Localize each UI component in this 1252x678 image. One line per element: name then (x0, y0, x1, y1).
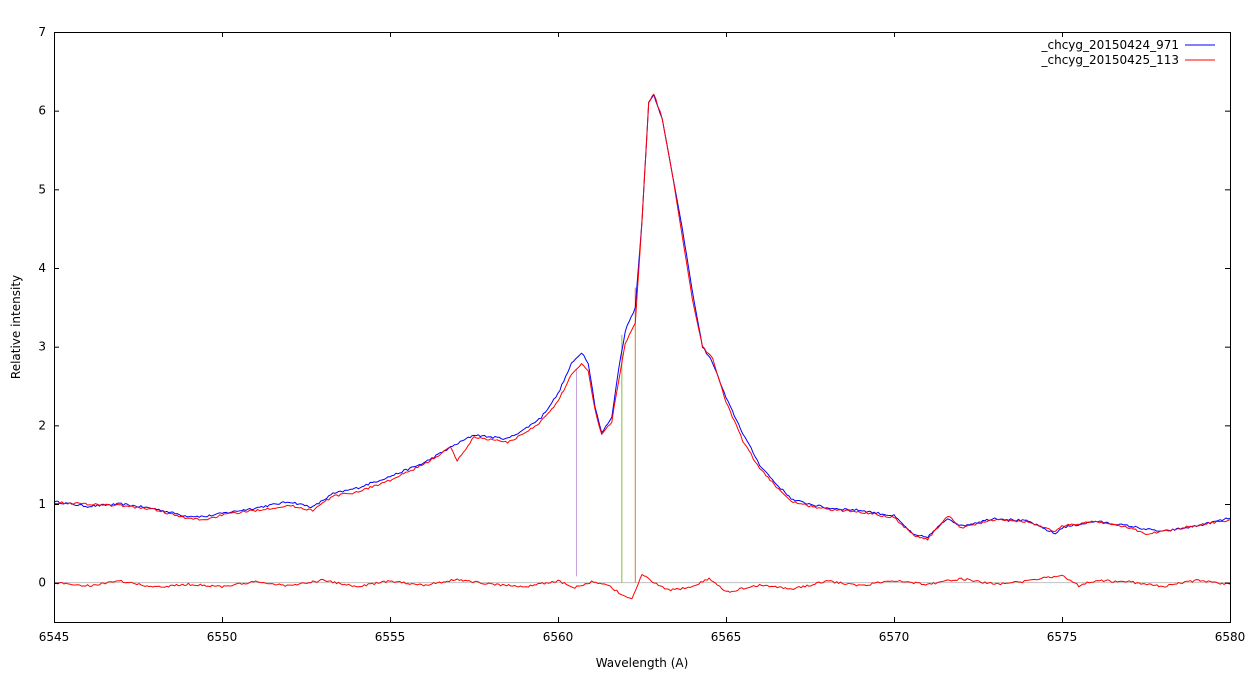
x-axis-label: Wavelength (A) (596, 656, 689, 670)
series-line (53, 93, 1231, 541)
legend-label: _chcyg_20150425_113 (1040, 53, 1179, 67)
x-tick-label: 6570 (879, 630, 910, 644)
x-tick-label: 6550 (207, 630, 238, 644)
x-tick-label: 6565 (711, 630, 742, 644)
y-tick-label: 0 (38, 576, 46, 590)
plot-frame (54, 32, 1231, 623)
y-tick-label: 7 (38, 25, 46, 39)
y-tick-label: 4 (38, 261, 46, 275)
x-tick-label: 6575 (1047, 630, 1078, 644)
x-tick-label: 6545 (39, 630, 70, 644)
x-tick-label: 6555 (375, 630, 406, 644)
difference-line (53, 574, 1231, 600)
x-tick-label: 6560 (543, 630, 574, 644)
x-tick-label: 6580 (1215, 630, 1246, 644)
line-markers-group (575, 287, 636, 583)
y-tick-label: 5 (38, 182, 46, 196)
legend: _chcyg_20150424_971_chcyg_20150425_113 (1040, 38, 1215, 67)
x-axis-ticks: 6545 6550 6555 6560 6565 6570 6575 6580 (39, 32, 1246, 644)
series-line (53, 94, 1231, 539)
y-axis-label: Relative intensity (9, 275, 23, 379)
y-tick-label: 3 (38, 340, 46, 354)
y-axis-ticks: 0 1 2 3 4 5 6 7 (38, 25, 1230, 590)
y-tick-label: 1 (38, 497, 46, 511)
y-tick-label: 2 (38, 418, 46, 432)
y-tick-label: 6 (38, 104, 46, 118)
series-group (53, 93, 1231, 600)
legend-label: _chcyg_20150424_971 (1040, 38, 1179, 52)
